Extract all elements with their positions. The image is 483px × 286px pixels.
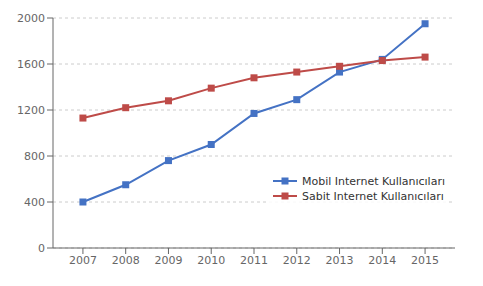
svg-text:2015: 2015 xyxy=(411,254,439,267)
svg-text:2012: 2012 xyxy=(283,254,311,267)
svg-text:1200: 1200 xyxy=(17,104,45,117)
html-text:Mobil Internet Kullanıcıları: Mobil Internet Kullanıcıları xyxy=(302,174,445,188)
svg-text:2000: 2000 xyxy=(17,12,45,25)
svg-text:2009: 2009 xyxy=(154,254,182,267)
svg-text:800: 800 xyxy=(24,150,45,163)
svg-text:2013: 2013 xyxy=(326,254,354,267)
svg-text:0: 0 xyxy=(38,242,45,255)
html-text:Sabit Internet Kullanıcıları: Sabit Internet Kullanıcıları xyxy=(302,189,444,203)
svg-text:400: 400 xyxy=(24,196,45,209)
svg-text:1600: 1600 xyxy=(17,58,45,71)
svg-text:2008: 2008 xyxy=(112,254,140,267)
svg-text:2010: 2010 xyxy=(197,254,225,267)
svg-text:2014: 2014 xyxy=(368,254,396,267)
svg-text:2011: 2011 xyxy=(240,254,268,267)
svg-text:2007: 2007 xyxy=(69,254,97,267)
